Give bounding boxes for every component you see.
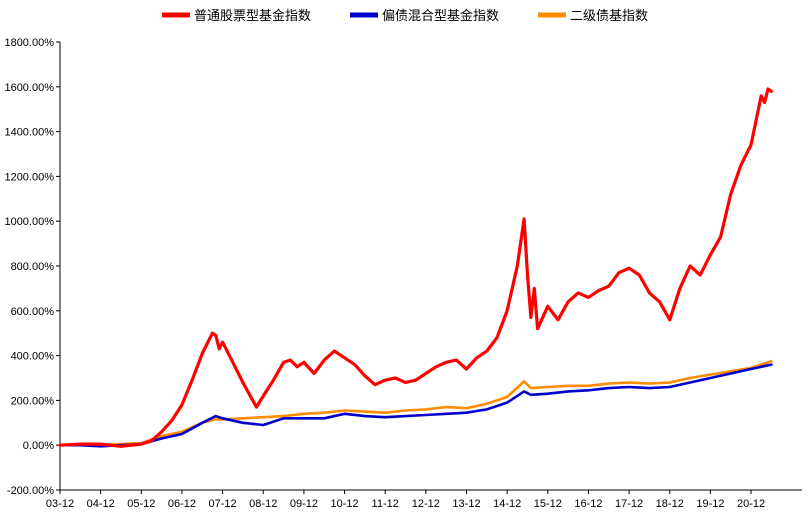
x-tick-label: 06-12 (168, 498, 196, 510)
x-tick-label: 09-12 (290, 498, 318, 510)
legend-item-secondary-bond[interactable]: 二级债基指数 (538, 9, 648, 24)
x-tick-label: 11-12 (372, 498, 399, 510)
series-layer (58, 87, 773, 448)
y-tick-label: -200.00% (7, 485, 54, 497)
x-tick-label: 10-12 (330, 498, 358, 510)
y-tick-label: 0.00% (23, 440, 54, 452)
x-tick-label: 20-12 (737, 498, 765, 510)
legend: 普通股票型基金指数 偏债混合型基金指数 二级债基指数 (162, 8, 648, 24)
legend-label-equity: 普通股票型基金指数 (194, 8, 311, 24)
axes: -200.00% 0.00% 200.00% 400.00% 600.00% 800.00… (4, 37, 802, 510)
y-tick-label: 1000.00% (4, 216, 54, 228)
x-tick-label: 05-12 (127, 498, 155, 510)
y-tick-label: 1600.00% (4, 82, 54, 94)
series-line-secondary-bond (58, 359, 773, 447)
y-tick-label: 1800.00% (4, 37, 54, 49)
y-tick-label: 600.00% (11, 306, 55, 318)
x-tick-label: 19-12 (696, 498, 724, 510)
y-tick-label: 200.00% (11, 395, 55, 407)
x-tick-label: 03-12 (46, 498, 74, 510)
x-tick-label: 16-12 (574, 498, 602, 510)
y-tick-label: 400.00% (11, 351, 55, 363)
x-tick-label: 12-12 (412, 498, 440, 510)
x-tick-label: 04-12 (87, 498, 115, 510)
y-tick-label: 1400.00% (4, 127, 54, 139)
x-tick-label: 07-12 (209, 498, 237, 510)
y-tick-label: 1200.00% (4, 171, 54, 183)
x-tick-label: 18-12 (656, 498, 684, 510)
x-tick-label: 17-12 (615, 498, 643, 510)
legend-label-secondary-bond: 二级债基指数 (570, 9, 648, 24)
legend-item-equity[interactable]: 普通股票型基金指数 (162, 8, 311, 24)
x-tick-label: 08-12 (249, 498, 277, 510)
legend-label-bond-mixed: 偏债混合型基金指数 (382, 8, 499, 24)
y-tick-label: 800.00% (11, 261, 55, 273)
x-tick-label: 14-12 (493, 498, 521, 510)
x-tick-label: 13-12 (452, 498, 480, 510)
series-line-equity (58, 87, 773, 448)
x-tick-label: 15-12 (534, 498, 562, 510)
series-line-bond-mixed (58, 363, 773, 448)
legend-item-bond-mixed[interactable]: 偏债混合型基金指数 (350, 8, 499, 24)
